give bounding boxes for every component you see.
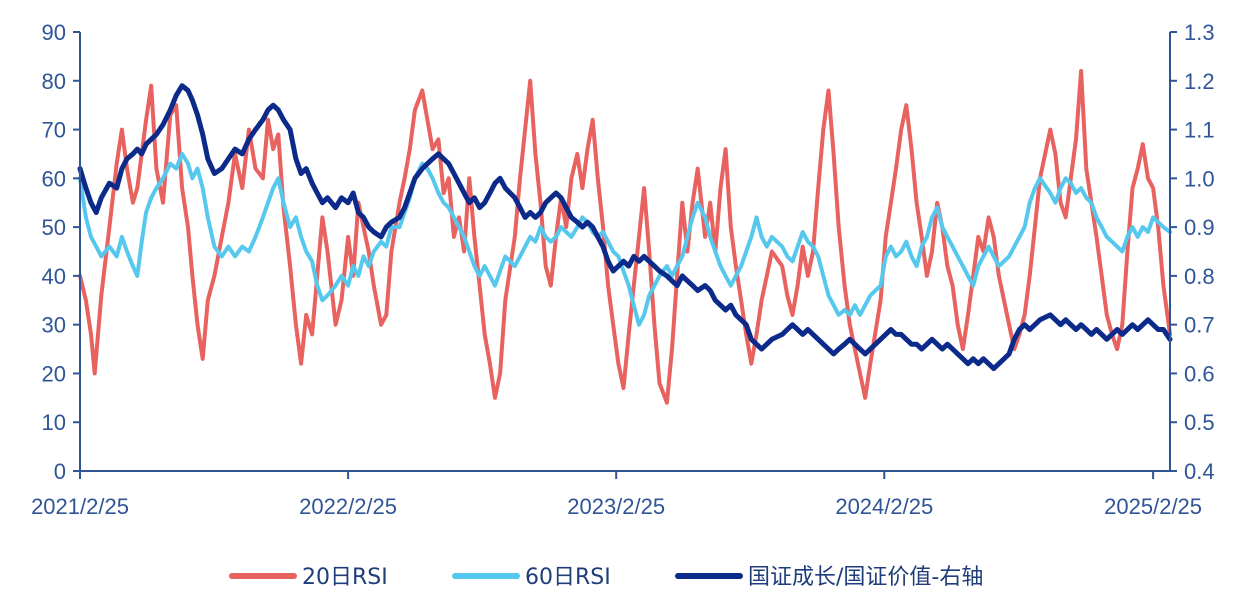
y-right-tick-label: 0.5 [1184, 410, 1215, 435]
legend: 20日RSI 60日RSI 国证成长/国证价值-右轴 [229, 565, 983, 590]
y-right-tick-label: 0.4 [1184, 459, 1215, 484]
y-left-tick-label: 70 [42, 118, 66, 143]
y-right-tick-label: 1.0 [1184, 166, 1215, 191]
x-tick-label: 2022/2/25 [299, 494, 397, 519]
series-line-3 [77, 83, 1173, 372]
y-right-tick-label: 1.3 [1184, 20, 1215, 45]
y-right-tick-label: 0.9 [1184, 215, 1215, 240]
legend-label-1: 20日RSI [302, 565, 388, 590]
ticks-layer: 0 10 20 30 40 50 60 70 80 90 0.4 0.5 0.6 0.7 0.8 0.9 1.0… [31, 20, 1215, 519]
y-left-tick-label: 20 [42, 361, 66, 386]
y-right-tick-label: 0.6 [1184, 361, 1215, 386]
legend-label-3: 国证成长/国证价值-右轴 [748, 565, 983, 590]
x-tick-label: 2021/2/25 [31, 494, 129, 519]
x-tick-label: 2023/2/25 [567, 494, 665, 519]
y-left-tick-label: 0 [54, 459, 66, 484]
y-right-tick-label: 1.1 [1184, 118, 1215, 143]
y-left-tick-label: 90 [42, 20, 66, 45]
y-left-tick-label: 30 [42, 313, 66, 338]
y-left-tick-label: 40 [42, 264, 66, 289]
x-tick-label: 2024/2/25 [835, 494, 933, 519]
y-left-tick-label: 10 [42, 410, 66, 435]
y-left-tick-label: 80 [42, 69, 66, 94]
y-left-tick-label: 50 [42, 215, 66, 240]
y-right-tick-label: 0.7 [1184, 313, 1215, 338]
y-left-tick-label: 60 [42, 166, 66, 191]
series-line-2 [78, 151, 1172, 327]
y-right-tick-label: 1.2 [1184, 69, 1215, 94]
series-layer [77, 69, 1173, 405]
legend-label-2: 60日RSI [525, 565, 611, 590]
y-right-tick-label: 0.8 [1184, 264, 1215, 289]
x-tick-label: 2025/2/25 [1104, 494, 1202, 519]
axes-layer [79, 32, 1171, 472]
